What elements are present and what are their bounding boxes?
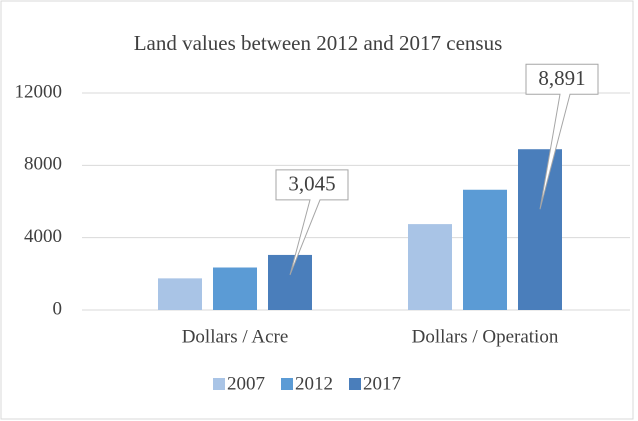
data-label: 8,891 (538, 66, 585, 90)
data-label: 3,045 (288, 172, 335, 196)
data-label-callout (275, 169, 349, 276)
bar (518, 149, 562, 310)
y-tick-label: 12000 (15, 81, 63, 102)
bar (213, 267, 257, 310)
bar (463, 189, 507, 310)
legend-label: 2017 (363, 373, 401, 394)
data-label-callout (525, 63, 599, 210)
x-tick-label: Dollars / Acre (182, 326, 289, 347)
legend-swatch (213, 378, 225, 390)
x-tick-label: Dollars / Operation (412, 326, 559, 347)
legend-swatch (281, 378, 293, 390)
legend-swatch (349, 378, 361, 390)
bar (268, 254, 312, 310)
y-tick-label: 0 (53, 298, 63, 319)
y-tick-label: 4000 (24, 226, 62, 247)
chart-title: Land values between 2012 and 2017 census (134, 31, 503, 55)
bar (158, 278, 202, 310)
legend-label: 2007 (227, 373, 265, 394)
y-tick-label: 8000 (24, 154, 62, 175)
bar (408, 224, 452, 310)
legend-label: 2012 (295, 373, 333, 394)
